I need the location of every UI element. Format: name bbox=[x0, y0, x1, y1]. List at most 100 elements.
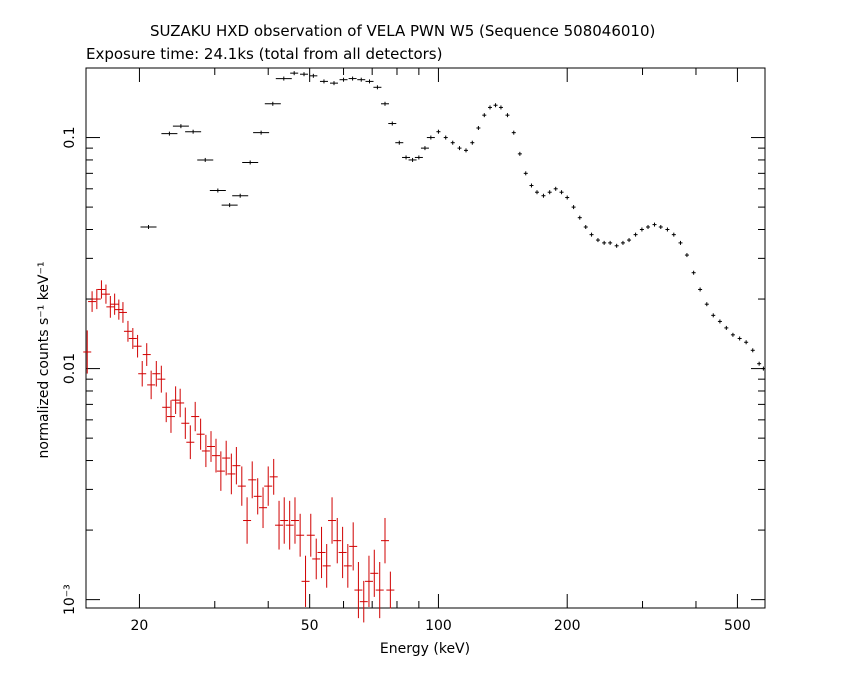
data-point bbox=[493, 103, 498, 108]
data-point bbox=[375, 561, 384, 619]
data-point bbox=[317, 526, 326, 579]
data-point bbox=[83, 330, 92, 374]
data-point bbox=[370, 549, 379, 597]
data-point bbox=[757, 361, 762, 366]
data-point bbox=[482, 113, 487, 118]
data-point bbox=[110, 293, 119, 315]
data-point bbox=[373, 85, 382, 90]
data-point bbox=[212, 438, 221, 473]
data-point bbox=[476, 125, 481, 130]
data-point bbox=[138, 360, 147, 387]
data-point bbox=[691, 270, 696, 275]
data-point bbox=[633, 232, 638, 237]
data-point bbox=[242, 160, 259, 165]
chart-title: SUZAKU HXD observation of VELA PWN W5 (S… bbox=[150, 22, 656, 40]
data-point bbox=[470, 140, 475, 145]
data-point bbox=[380, 517, 389, 564]
data-point bbox=[357, 77, 366, 82]
data-point bbox=[408, 157, 417, 162]
data-point bbox=[541, 193, 546, 198]
data-point bbox=[529, 183, 534, 188]
data-point bbox=[488, 105, 493, 110]
data-point bbox=[106, 295, 115, 318]
data-point bbox=[380, 101, 389, 106]
data-point bbox=[589, 232, 594, 237]
data-point bbox=[535, 190, 540, 195]
data-point bbox=[402, 155, 411, 160]
data-point bbox=[290, 71, 299, 76]
data-point bbox=[216, 451, 225, 491]
data-point bbox=[243, 497, 252, 544]
data-point bbox=[349, 522, 358, 571]
data-point bbox=[300, 72, 309, 77]
data-point bbox=[161, 131, 178, 136]
data-point bbox=[186, 425, 195, 460]
data-point bbox=[209, 188, 226, 193]
data-point bbox=[237, 466, 246, 506]
plot-frame bbox=[85, 67, 766, 609]
data-point bbox=[354, 561, 363, 619]
data-point bbox=[330, 81, 339, 86]
data-point bbox=[547, 190, 552, 195]
data-point bbox=[319, 79, 328, 84]
data-point bbox=[232, 193, 249, 198]
data-point bbox=[744, 340, 749, 345]
data-point bbox=[123, 320, 132, 342]
data-point bbox=[309, 73, 318, 78]
data-point bbox=[365, 79, 374, 84]
data-point bbox=[386, 571, 395, 609]
data-point bbox=[608, 240, 613, 245]
data-point bbox=[207, 431, 216, 462]
data-point bbox=[222, 440, 231, 476]
axis-ticks bbox=[86, 67, 765, 608]
data-point bbox=[717, 319, 722, 324]
x-axis-label: Energy (keV) bbox=[379, 641, 471, 657]
data-point bbox=[388, 121, 397, 126]
data-point bbox=[639, 227, 644, 232]
data-point bbox=[698, 287, 703, 292]
data-point bbox=[101, 284, 110, 304]
data-point bbox=[306, 513, 315, 557]
chart-subtitle: Exposure time: 24.1ks (total from all de… bbox=[86, 45, 443, 63]
data-point bbox=[684, 253, 689, 258]
data-point bbox=[761, 366, 766, 371]
data-point bbox=[595, 238, 600, 243]
data-point bbox=[172, 124, 189, 129]
data-point bbox=[301, 555, 310, 607]
x-tick-label: 20 bbox=[131, 618, 149, 634]
data-point bbox=[711, 313, 716, 318]
y-tick-label: 0.01 bbox=[62, 353, 78, 384]
data-point bbox=[264, 101, 281, 106]
data-point bbox=[517, 151, 522, 156]
data-point bbox=[724, 325, 729, 330]
data-point bbox=[658, 225, 663, 230]
x-tick-label: 100 bbox=[425, 618, 452, 634]
data-point bbox=[140, 225, 157, 230]
data-point bbox=[602, 240, 607, 245]
data-point bbox=[322, 544, 331, 588]
data-point bbox=[269, 458, 278, 495]
data-point bbox=[364, 555, 373, 607]
data-point bbox=[498, 105, 503, 110]
data-point bbox=[197, 157, 214, 162]
data-point bbox=[359, 580, 368, 623]
data-point bbox=[114, 299, 123, 320]
y-axis-label: normalized counts s⁻¹ keV⁻¹ bbox=[36, 261, 52, 459]
data-point bbox=[646, 225, 651, 230]
data-point bbox=[166, 400, 175, 433]
data-point bbox=[511, 130, 516, 135]
data-point bbox=[176, 388, 185, 418]
axis-tick-labels: 20 50 100 200 500 10⁻³ 0.01 0.1 bbox=[62, 126, 751, 634]
data-point bbox=[253, 478, 262, 515]
data-point bbox=[614, 243, 619, 248]
data-point bbox=[92, 288, 101, 310]
data-point bbox=[338, 526, 347, 579]
y-tick-label: 10⁻³ bbox=[62, 584, 78, 615]
series-1 bbox=[140, 71, 766, 371]
data-point bbox=[577, 215, 582, 220]
data-point bbox=[227, 453, 236, 495]
data-point bbox=[280, 497, 289, 544]
data-point bbox=[312, 538, 321, 580]
series-layer bbox=[83, 71, 766, 623]
